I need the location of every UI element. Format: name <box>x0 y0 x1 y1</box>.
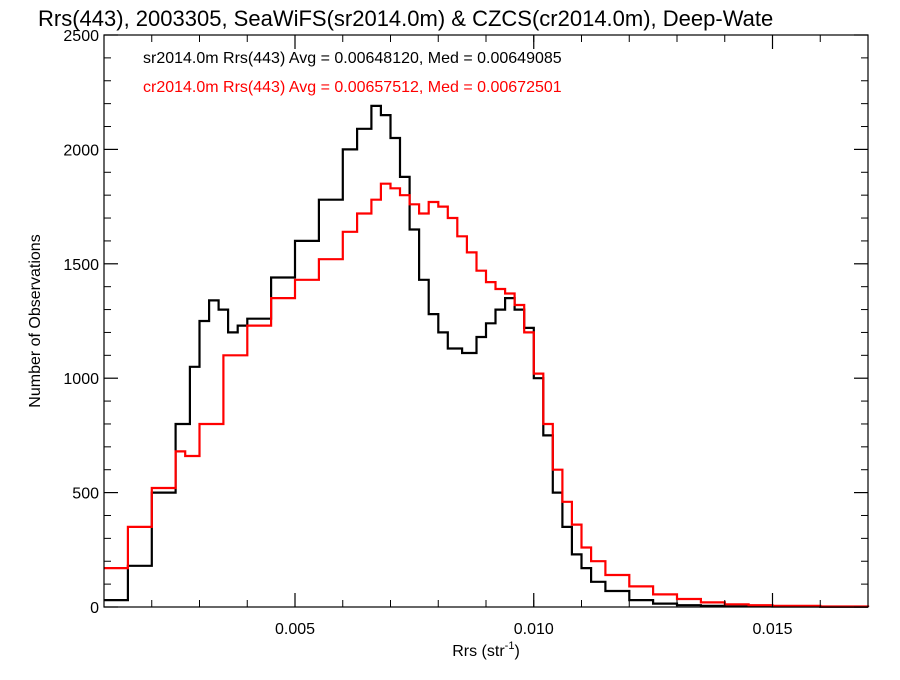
chart-title: Rrs(443), 2003305, SeaWiFS(sr2014.0m) & … <box>38 6 773 31</box>
y-tick-label: 1000 <box>63 371 99 388</box>
series-line-cr2014.0m <box>104 182 870 608</box>
x-axis-label: Rrs (str-1) <box>452 640 520 660</box>
x-tick-label: 0.010 <box>514 621 554 638</box>
legend-entry-sr2014: sr2014.0m Rrs(443) Avg = 0.00648120, Med… <box>143 50 562 67</box>
legend-entry-cr2014: cr2014.0m Rrs(443) Avg = 0.00657512, Med… <box>143 79 562 96</box>
y-tick-label: 0 <box>90 600 99 617</box>
y-axis: 0 500 1000 1500 2000 2500 <box>63 28 868 617</box>
x-tick-label: 0.005 <box>275 621 315 638</box>
x-tick-label: 0.015 <box>752 621 792 638</box>
y-axis-label: Number of Observations <box>27 234 44 407</box>
y-tick-label: 2500 <box>63 28 99 45</box>
y-tick-label: 1500 <box>63 257 99 274</box>
plot-area <box>104 104 870 608</box>
y-tick-label: 500 <box>72 486 99 503</box>
x-axis: 0.005 0.010 0.015 <box>151 35 821 638</box>
series-line-sr2014.0m <box>104 104 870 608</box>
y-tick-label: 2000 <box>63 142 99 159</box>
